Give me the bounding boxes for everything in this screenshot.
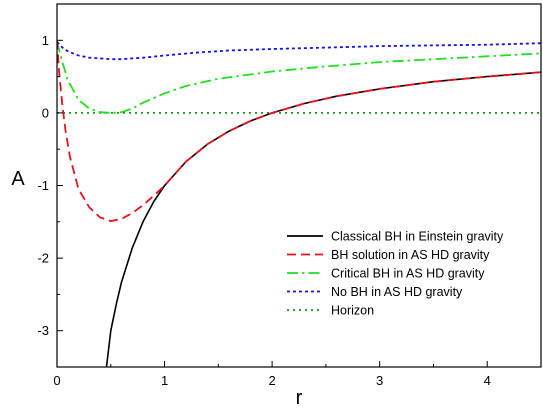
legend-label-horizon: Horizon [331, 304, 374, 318]
series-line-critical-bh-in-as-hd-gravity [57, 41, 541, 114]
x-axis-title: r [296, 387, 303, 409]
x-tick-label: 4 [484, 373, 491, 388]
y-tick-label: 1 [42, 33, 49, 48]
y-axis-title: A [11, 168, 25, 190]
y-tick-label: 0 [42, 105, 49, 120]
legend: Classical BH in Einstein gravity BH solut… [287, 230, 504, 318]
x-tick-label: 2 [268, 373, 275, 388]
y-tick-label: -1 [37, 178, 49, 193]
legend-label-classical-bh-in-einstein-gravity: Classical BH in Einstein gravity [331, 230, 504, 244]
x-tick-label: 1 [161, 373, 168, 388]
legend-label-no-bh-in-as-hd-gravity: No BH in AS HD gravity [331, 285, 463, 299]
y-tick-label: -3 [37, 323, 49, 338]
series-layer [57, 40, 541, 367]
y-tick-label: -2 [37, 251, 49, 266]
series-line-no-bh-in-as-hd-gravity [57, 41, 541, 61]
legend-label-critical-bh-in-as-hd-gravity: Critical BH in AS HD gravity [331, 267, 485, 281]
legend-label-bh-solution-in-as-hd-gravity: BH solution in AS HD gravity [331, 248, 490, 262]
x-tick-label: 3 [376, 373, 383, 388]
x-tick-label: 0 [53, 373, 60, 388]
ticks-layer: 0 1 2 3 4 1 0 -1 -2 -3 [37, 3, 491, 388]
series-line-classical-bh-in-einstein-gravity [105, 71, 541, 367]
plot-frame [56, 3, 542, 368]
series-line-bh-solution-in-as-hd-gravity [57, 40, 541, 223]
